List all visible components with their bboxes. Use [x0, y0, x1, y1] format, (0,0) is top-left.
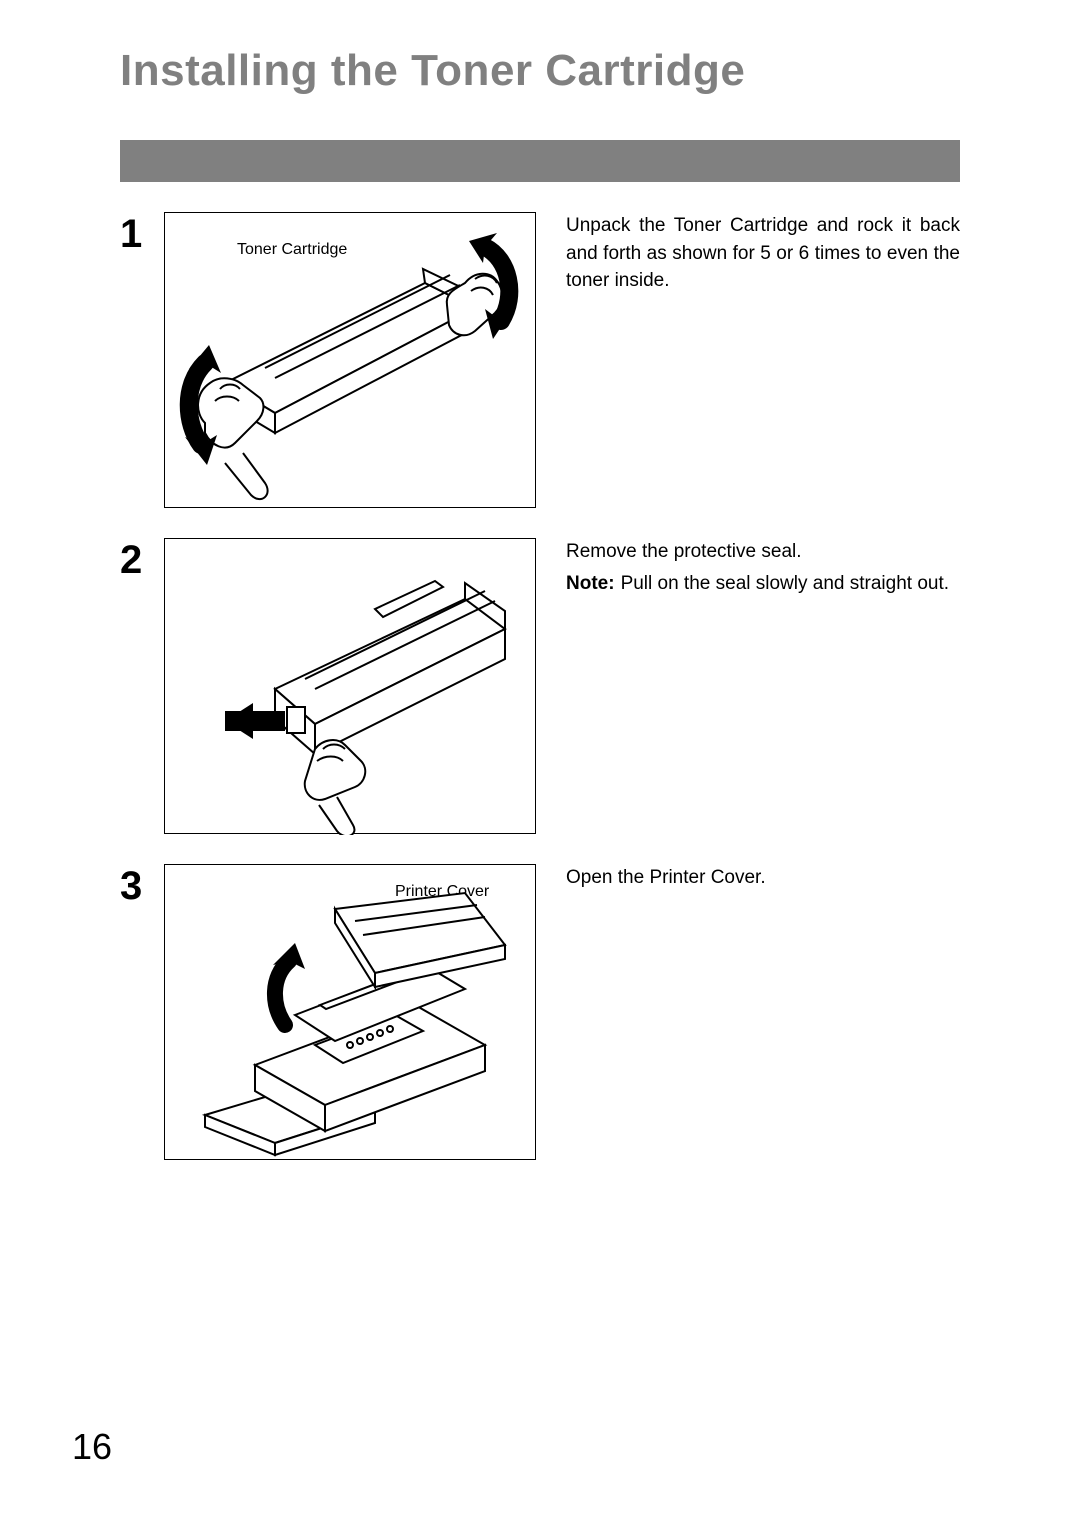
step-text: Remove the protective seal. Note: Pull o… [536, 538, 960, 597]
step-row: 1 Toner Cartridge [120, 212, 960, 508]
remove-seal-illustration [165, 539, 537, 835]
note-label: Note: [566, 570, 615, 598]
step-text-line: Remove the protective seal. [566, 541, 802, 562]
step-row: 2 [120, 538, 960, 834]
section-bar [120, 140, 960, 182]
step-number: 2 [120, 538, 164, 580]
step-text: Unpack the Toner Cartridge and rock it b… [536, 212, 960, 295]
step-text: Open the Printer Cover. [536, 864, 960, 892]
step-figure-3: Printer Cover [164, 864, 536, 1160]
step-number: 1 [120, 212, 164, 254]
manual-page: Installing the Toner Cartridge 1 Toner C… [0, 0, 1080, 1528]
step-number: 3 [120, 864, 164, 906]
page-number: 16 [72, 1426, 112, 1468]
toner-rock-illustration [165, 213, 537, 509]
step-note: Note: Pull on the seal slowly and straig… [566, 570, 960, 598]
step-figure-1: Toner Cartridge [164, 212, 536, 508]
step-figure-2 [164, 538, 536, 834]
note-body: Pull on the seal slowly and straight out… [621, 570, 949, 598]
step-row: 3 Printer Cover [120, 864, 960, 1160]
page-title: Installing the Toner Cartridge [120, 46, 960, 96]
open-cover-illustration [165, 865, 537, 1161]
